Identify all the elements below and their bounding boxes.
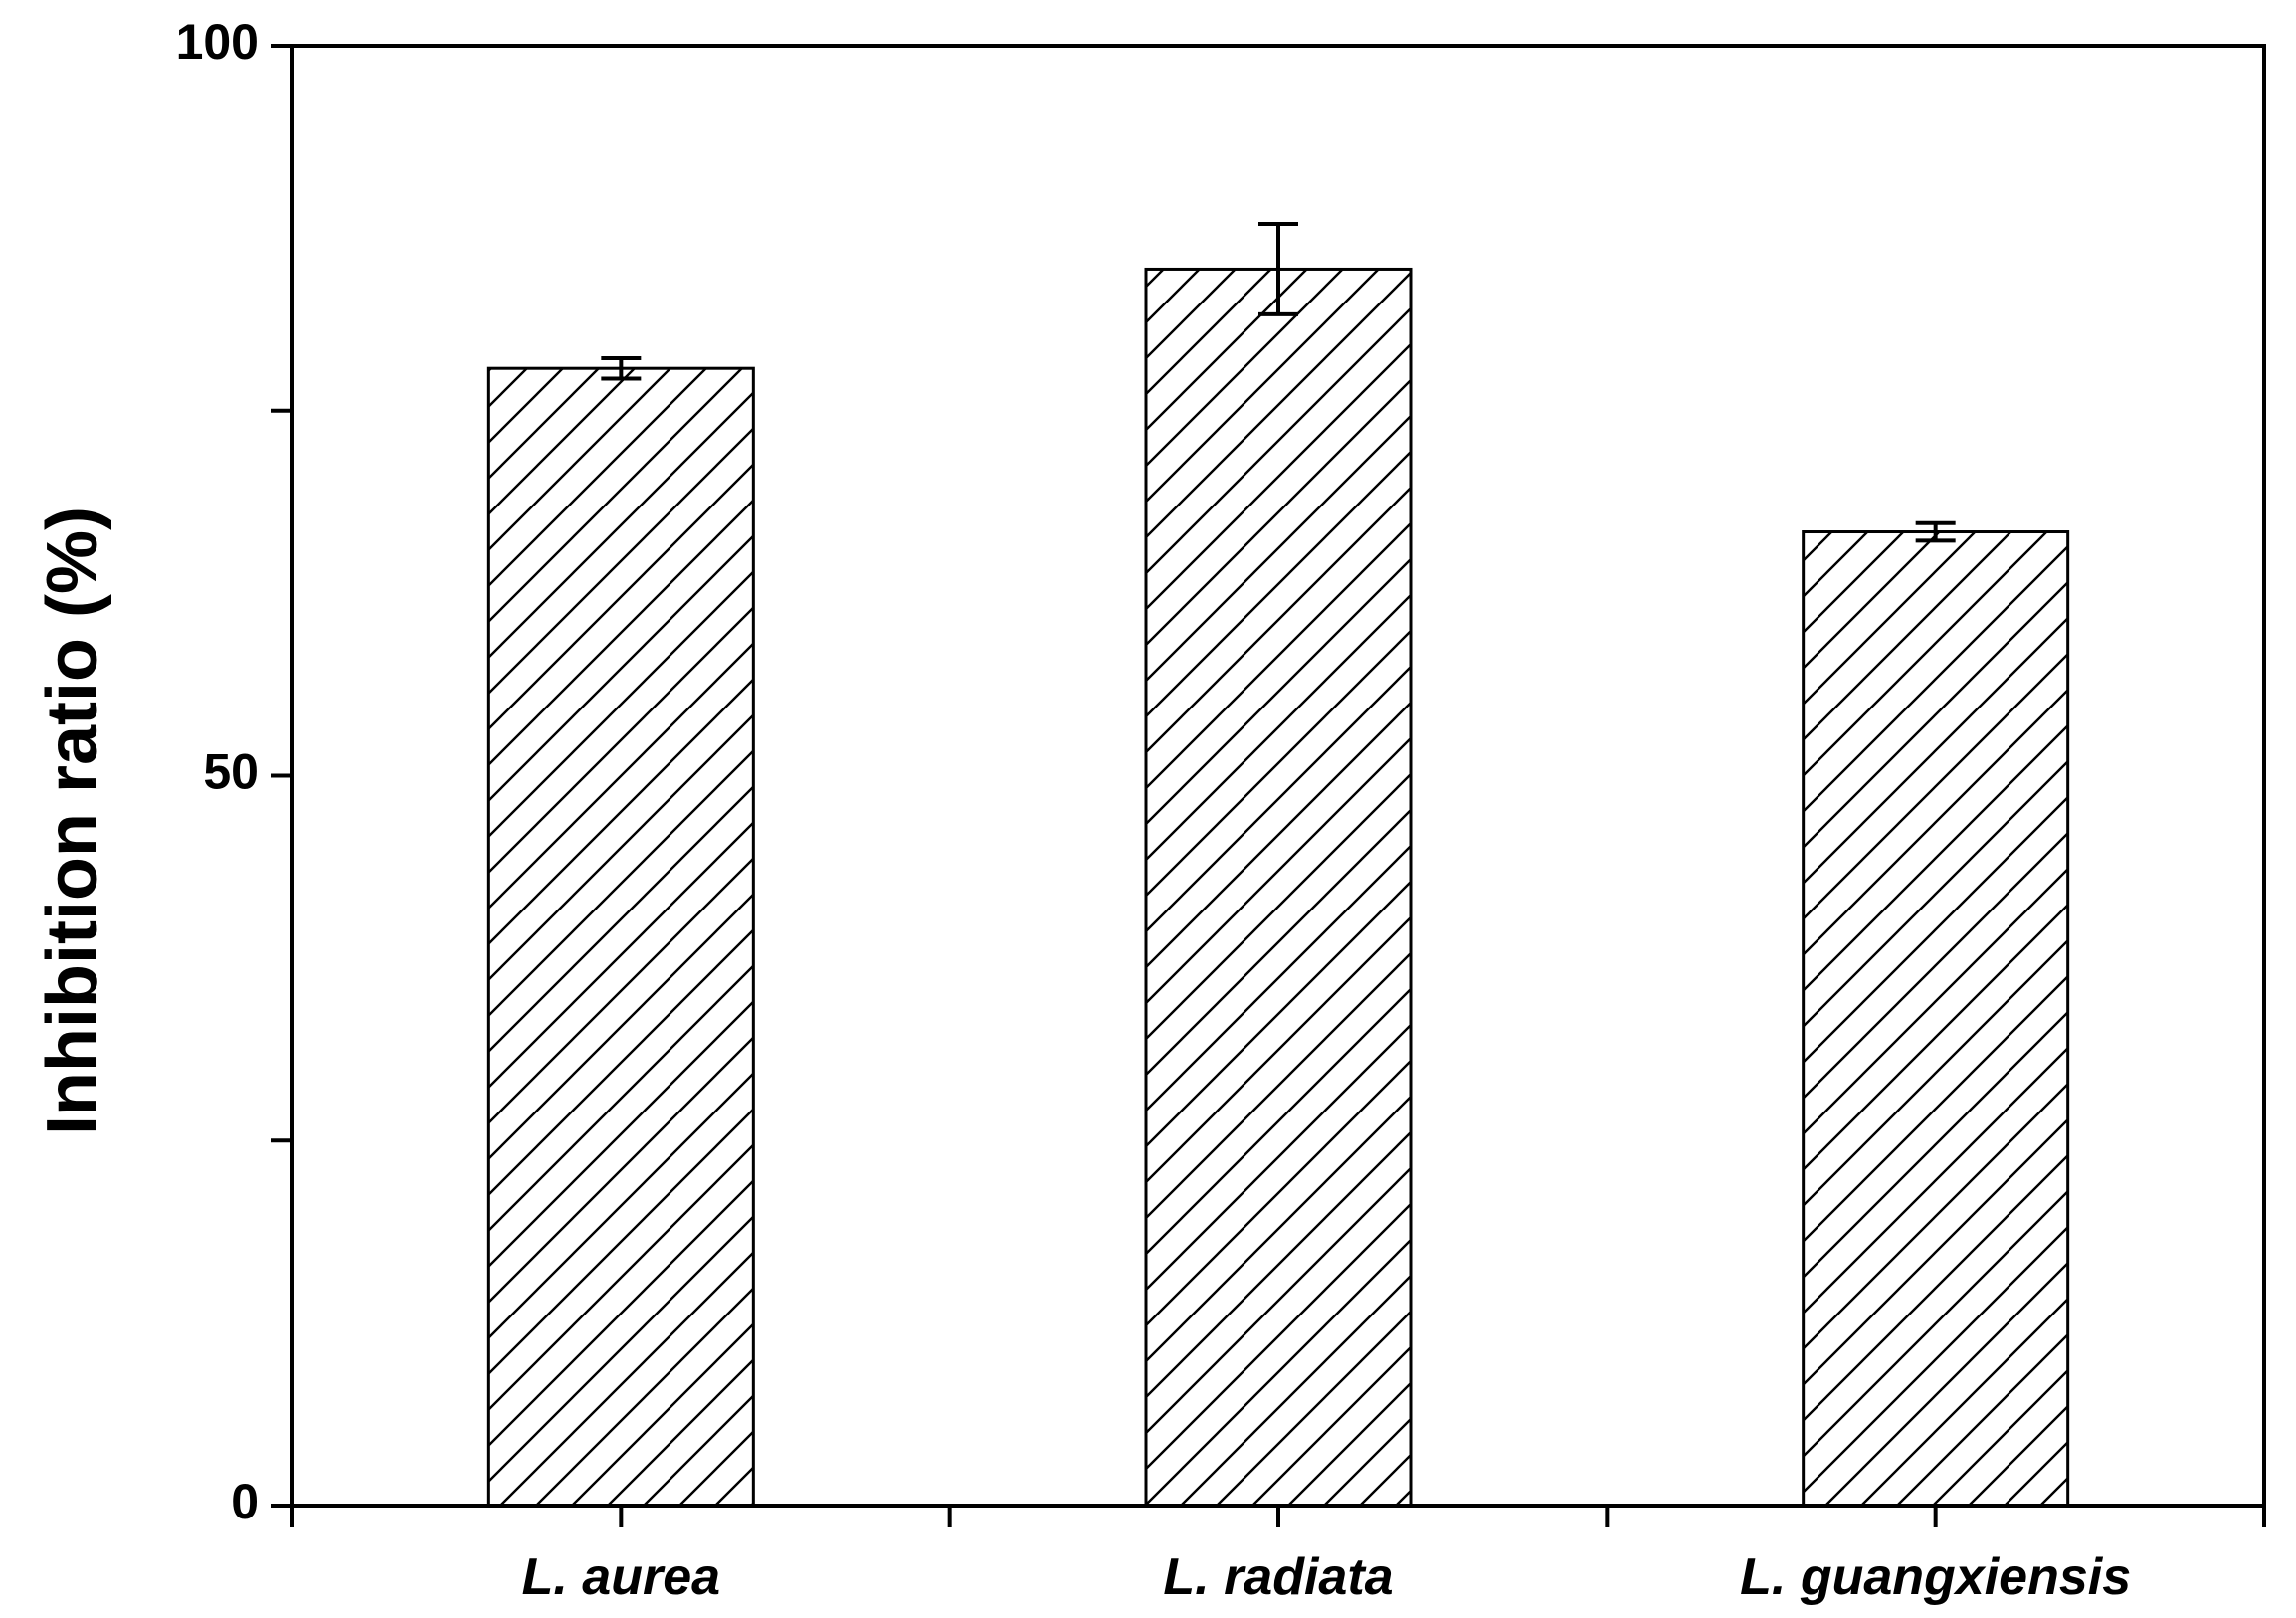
x-axis-ticks [290,1506,2266,1527]
y-tick-label-0: 0 [231,1474,259,1529]
bar-l-guangxiensis [1802,530,2070,1508]
y-axis-ticks [271,44,292,1508]
y-tick-label-100: 100 [176,14,259,70]
error-bar-l-aurea [601,355,642,381]
y-axis-title: Inhibition ratio (%) [33,506,112,1135]
bars [486,267,2070,1508]
y-tick-label-50: 50 [203,744,259,800]
y-tick-labels: 0 50 100 [176,14,259,1529]
error-bar-l-radiata [1258,221,1298,316]
x-category-labels: L. aurea L. radiata L. guangxiensis [522,1548,2132,1606]
error-bar-l-guangxiensis [1915,520,1956,543]
bar-l-radiata [1144,267,1413,1508]
x-category-label-l-radiata: L. radiata [1163,1548,1393,1606]
bar-l-aurea [486,366,755,1508]
x-category-label-l-guangxiensis: L. guangxiensis [1740,1548,2131,1606]
x-category-label-l-aurea: L. aurea [522,1548,720,1606]
error-bars [601,221,1956,543]
